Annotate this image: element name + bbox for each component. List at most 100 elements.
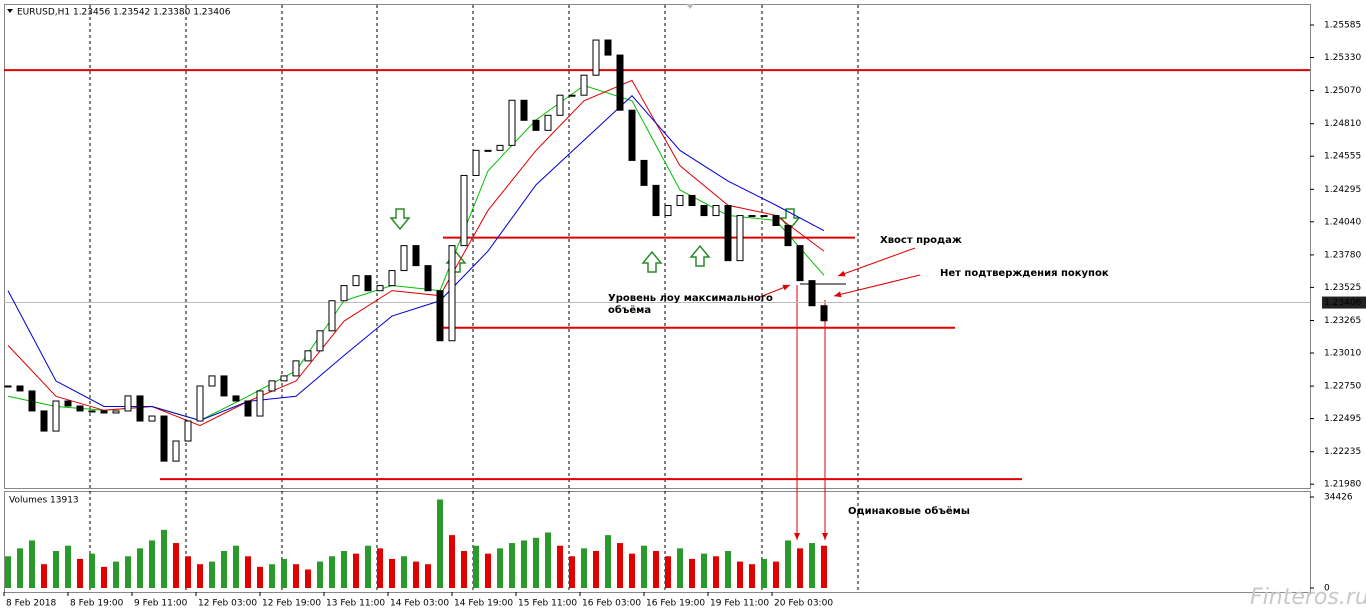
volume-bar <box>797 548 803 588</box>
volume-bar <box>749 564 755 588</box>
candle <box>820 305 828 322</box>
volume-bar <box>173 543 179 588</box>
candle <box>100 410 108 414</box>
volume-bar <box>113 561 119 588</box>
y-tick-label: 34426 <box>1324 493 1353 503</box>
volume-bar <box>389 558 395 588</box>
up-arrow <box>641 250 663 273</box>
candle <box>184 420 192 442</box>
volume-bar <box>293 564 299 588</box>
volume-bar <box>809 543 815 588</box>
volume-bar <box>689 558 695 588</box>
y-tick-label: 1.23010 <box>1324 348 1361 358</box>
candle <box>688 194 696 206</box>
y-tick-label: 1.25330 <box>1324 53 1361 63</box>
moving-average <box>7 94 825 422</box>
volume-bar <box>569 556 575 588</box>
volume-bar <box>629 553 635 588</box>
volume-bar <box>377 548 383 588</box>
symbol-menu-icon[interactable] <box>7 9 13 13</box>
candle <box>388 270 396 287</box>
panel-handle <box>686 4 694 9</box>
candle <box>148 415 156 422</box>
volume-bar <box>641 545 647 588</box>
price-header: EURUSD,H1 1.23456 1.23542 1.23380 1.2340… <box>17 8 231 18</box>
annotation: Хвост продаж <box>880 235 962 246</box>
volume-bar <box>197 564 203 588</box>
candle <box>76 405 84 412</box>
volume-bar <box>725 550 731 588</box>
candle <box>52 400 60 432</box>
current-price-box <box>1322 296 1366 309</box>
candle <box>556 94 564 116</box>
candle <box>532 119 540 131</box>
candle <box>136 395 144 422</box>
volume-bar <box>449 535 455 588</box>
y-tick-label: 1.22750 <box>1324 382 1361 392</box>
volume-bar <box>329 556 335 588</box>
volume-bar <box>137 548 143 588</box>
volume-bar <box>161 529 167 588</box>
volume-bar <box>401 556 407 588</box>
volume-bar <box>29 540 35 588</box>
candle <box>4 385 12 388</box>
volume-bar <box>317 561 323 588</box>
candle <box>784 224 792 247</box>
y-tick-label: 1.22495 <box>1324 414 1361 424</box>
candle <box>748 215 756 218</box>
candle <box>640 159 648 186</box>
volume-bar <box>737 561 743 588</box>
volume-bar <box>485 553 491 588</box>
candle <box>436 290 444 342</box>
volume-bar <box>521 540 527 588</box>
volume-bar <box>773 561 779 588</box>
current-price-label: 1.23406 <box>1324 298 1361 308</box>
candle <box>304 350 312 362</box>
candle <box>700 204 708 217</box>
volume-bar <box>593 550 599 588</box>
x-tick-label: 16 Feb 19:00 <box>646 599 705 609</box>
candle <box>196 385 204 422</box>
candle <box>724 204 732 262</box>
volume-bar <box>461 550 467 588</box>
candle <box>496 144 504 151</box>
y-tick-label: 1.24555 <box>1324 152 1361 162</box>
candle <box>448 245 456 342</box>
y-tick-label: 1.22235 <box>1324 447 1361 457</box>
candle <box>352 275 360 287</box>
candle <box>16 385 24 392</box>
volume-bar <box>473 545 479 588</box>
y-tick-label: 1.21980 <box>1324 480 1361 490</box>
candle <box>412 245 420 267</box>
candle <box>232 395 240 402</box>
candle <box>424 265 432 292</box>
candle <box>796 245 804 282</box>
y-tick-label: 1.23525 <box>1324 283 1361 293</box>
volume-bar <box>341 550 347 588</box>
volume-bar <box>41 564 47 588</box>
volume-bar <box>269 564 275 588</box>
volume-bar <box>365 545 371 588</box>
candle <box>256 390 264 417</box>
annotation: объёма <box>608 304 651 316</box>
x-tick-label: 19 Feb 11:00 <box>710 599 769 609</box>
volume-bar <box>185 556 191 588</box>
candle <box>376 285 384 292</box>
candle <box>652 184 660 217</box>
down-arrow <box>389 208 411 231</box>
candle <box>484 149 492 152</box>
candle <box>88 410 96 413</box>
candle <box>604 39 612 56</box>
moving-average <box>7 79 825 427</box>
volume-header: Volumes 13913 <box>9 496 79 506</box>
volume-bar <box>533 537 539 588</box>
y-tick-label: 1.24295 <box>1324 185 1361 195</box>
volume-bar <box>617 543 623 588</box>
down-arrow <box>779 208 801 231</box>
volume-bar <box>149 540 155 588</box>
x-tick-label: 14 Feb 19:00 <box>454 599 513 609</box>
candle <box>568 94 576 97</box>
candle <box>400 245 408 272</box>
x-tick-label: 8 Feb 2018 <box>6 599 57 609</box>
volume-bar <box>701 553 707 588</box>
